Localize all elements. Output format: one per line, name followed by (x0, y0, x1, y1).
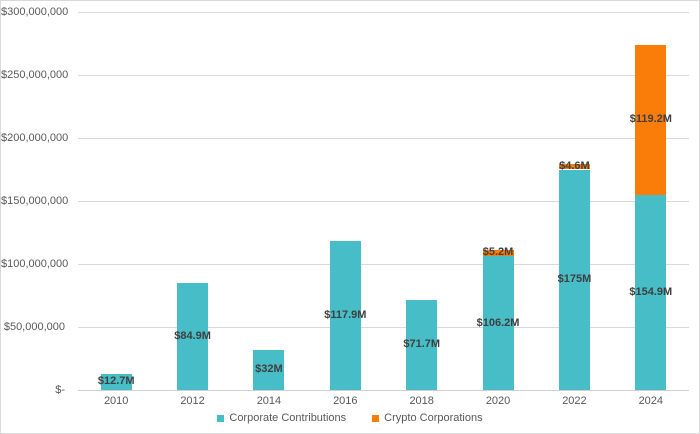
gridline (78, 12, 689, 13)
x-tick-label-2014: 2014 (256, 395, 282, 407)
bar-segment-crypto-corporations-2024[interactable]: $119.2M (630, 44, 672, 195)
x-tick-label-2022: 2022 (562, 395, 587, 407)
gridline (78, 75, 689, 76)
x-tick-label-2010: 2010 (103, 395, 129, 407)
x-axis-line (78, 390, 689, 391)
gridline (78, 327, 689, 328)
bar-segment-corporate-contributions-2014[interactable]: $32M (253, 349, 285, 390)
bar-data-label: $117.9M (324, 309, 367, 322)
y-tick-label: $- (55, 384, 65, 396)
x-tick-label-2016: 2016 (333, 395, 358, 407)
gridline (78, 138, 689, 139)
bar-segment-corporate-contributions-2024[interactable]: $154.9M (629, 194, 672, 390)
x-tick-label-2018: 2018 (409, 395, 434, 407)
bar-segment-crypto-corporations-2022[interactable]: $4.6M (558, 160, 590, 173)
y-tick-label: $200,000,000 (1, 132, 69, 144)
y-tick-label: $150,000,000 (1, 195, 69, 207)
bar-segment-corporate-contributions-2016[interactable]: $117.9M (324, 241, 366, 390)
y-tick-label: $100,000,000 (1, 258, 69, 270)
legend: Corporate Contributions Crypto Corporatio… (1, 412, 699, 424)
legend-item-corporate-contributions[interactable]: Corporate Contributions (217, 412, 346, 424)
legend-item-crypto-corporations[interactable]: Crypto Corporations (372, 412, 483, 424)
bar-data-label: $119.2M (629, 113, 672, 126)
bar-data-label: $12.7M (97, 375, 135, 388)
legend-swatch-icon (372, 414, 380, 422)
x-tick-label-2020: 2020 (485, 395, 511, 407)
bar-segment-corporate-contributions-2010[interactable]: $12.7M (97, 373, 135, 390)
gridline (78, 264, 689, 265)
bar-data-label: $154.9M (629, 285, 673, 298)
bar-segment-corporate-contributions-2018[interactable]: $71.7M (403, 299, 441, 390)
y-tick-label: $300,000,000 (1, 6, 69, 18)
bar-data-label: $5.2M (482, 246, 514, 259)
bar-data-label: $32M (255, 363, 283, 376)
bar-data-label: $4.6M (559, 160, 590, 173)
bar-data-label: $84.9M (174, 330, 211, 342)
bar-data-label: $175M (557, 273, 592, 286)
gridline (78, 201, 689, 202)
bar-data-label: $106.2M (476, 316, 520, 329)
legend-label: Corporate Contributions (229, 412, 347, 424)
bar-segment-corporate-contributions-2022[interactable]: $175M (557, 169, 592, 390)
legend-swatch-icon (217, 414, 225, 422)
legend-label: Crypto Corporations (384, 412, 483, 424)
y-tick-label: $50,000,000 (3, 321, 65, 333)
x-tick-label-2024: 2024 (638, 395, 664, 407)
bar-segment-corporate-contributions-2020[interactable]: $106.2M (477, 256, 519, 390)
bar-segment-crypto-corporations-2020[interactable]: $5.2M (482, 246, 514, 259)
x-tick-label-2012: 2012 (180, 395, 205, 407)
bar-data-label: $71.7M (403, 338, 441, 351)
y-tick-label: $250,000,000 (1, 69, 69, 81)
bar-segment-corporate-contributions-2012[interactable]: $84.9M (174, 283, 211, 390)
